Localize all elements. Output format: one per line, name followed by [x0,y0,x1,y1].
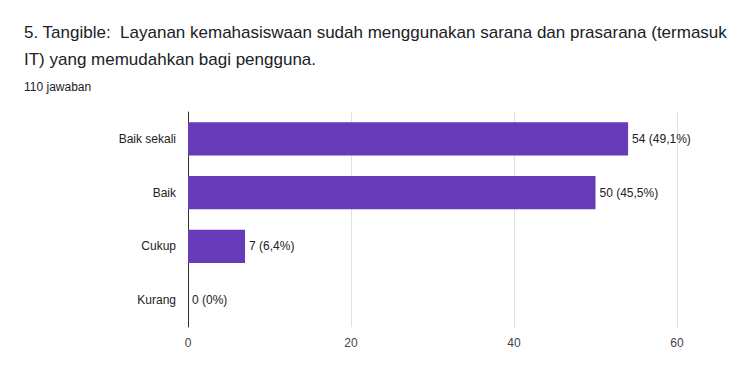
svg-text:Baik sekali: Baik sekali [119,132,176,146]
svg-text:50 (45,5%): 50 (45,5%) [600,186,659,200]
svg-text:Kurang: Kurang [137,293,176,307]
svg-text:54 (49,1%): 54 (49,1%) [632,132,691,146]
svg-text:Baik: Baik [153,186,177,200]
svg-text:110 jawaban: 110 jawaban [24,80,91,94]
svg-text:20: 20 [344,336,358,350]
svg-text:Cukup: Cukup [141,239,176,253]
svg-text:IT) yang memudahkan bagi pengg: IT) yang memudahkan bagi pengguna. [24,50,316,69]
svg-text:5. Tangible: Layanan kemahasi: 5. Tangible: Layanan kemahasiswaan sudah… [24,23,732,42]
svg-text:0 (0%): 0 (0%) [192,293,227,307]
svg-text:7 (6,4%): 7 (6,4%) [249,239,294,253]
svg-text:0: 0 [185,336,192,350]
svg-text:40: 40 [507,336,521,350]
svg-text:60: 60 [670,336,684,350]
